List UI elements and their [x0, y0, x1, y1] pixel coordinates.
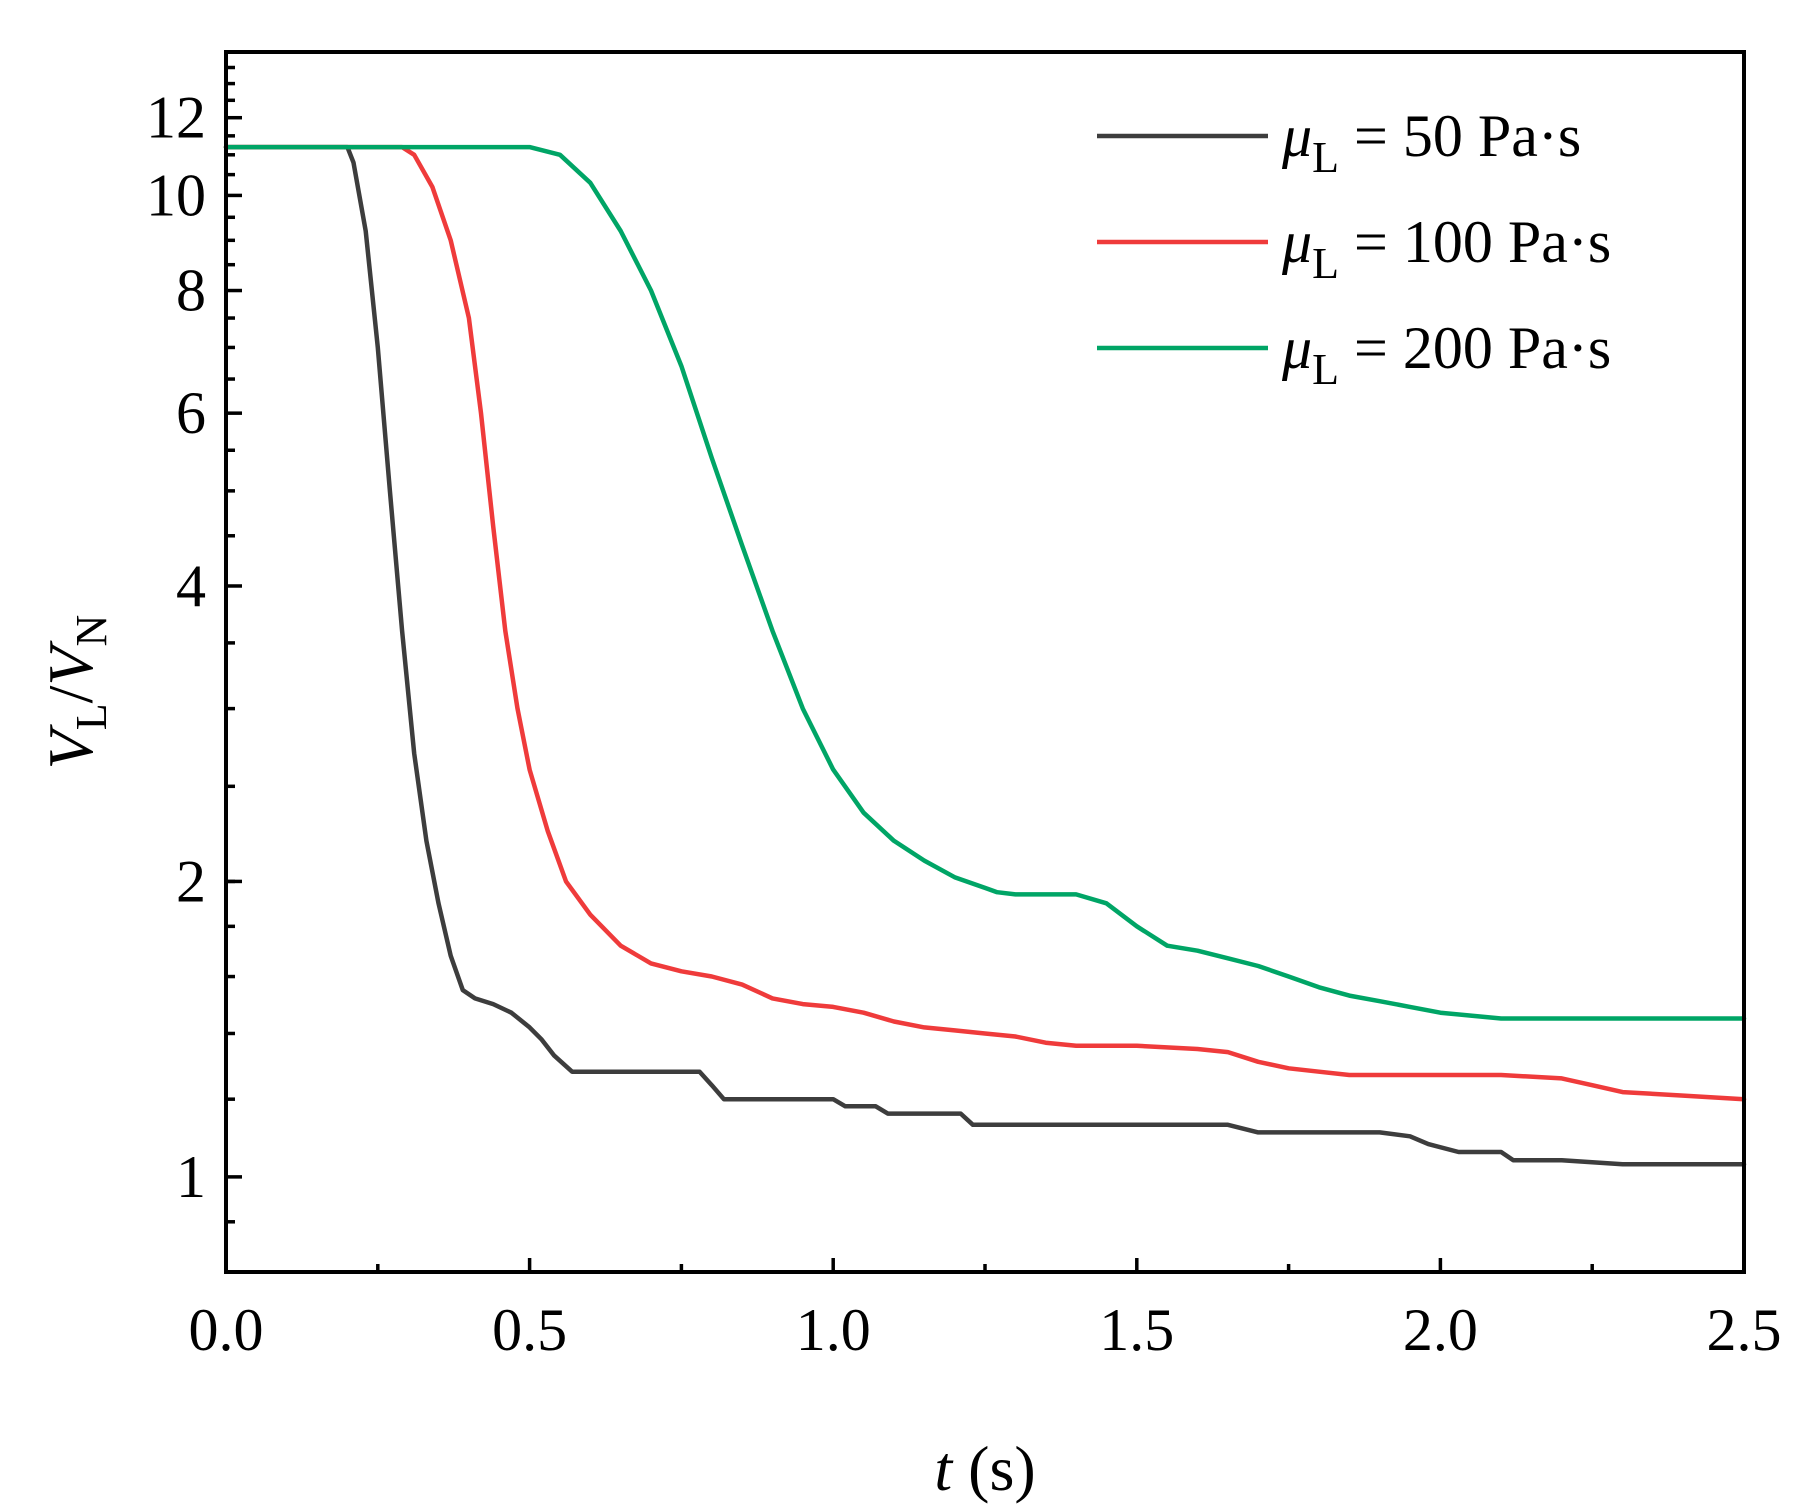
x-tick-label: 1.0: [796, 1297, 871, 1363]
y-tick-label: 6: [176, 380, 206, 446]
y-axis-separator: /: [35, 685, 106, 703]
legend-label: μL = 200 Pa·s: [1281, 315, 1611, 394]
x-tick-label: 1.5: [1099, 1297, 1174, 1363]
y-axis-title: VL/VN: [35, 615, 116, 770]
series-line-3: [223, 144, 1747, 1021]
y-axis-var-numerator: V: [35, 723, 106, 769]
ticks-layer: [224, 65, 1746, 1274]
y-tick-label: 8: [176, 258, 206, 324]
legend-item: μL = 200 Pa·s: [1097, 315, 1611, 394]
legend: μL = 50 Pa·s μL = 100 Pa·s μL = 200 Pa·s: [1097, 103, 1611, 394]
y-tick-label: 1: [176, 1144, 206, 1210]
y-axis-var-denominator: V: [35, 640, 106, 686]
y-tick-label: 12: [146, 85, 206, 151]
y-tick-label: 2: [176, 848, 206, 914]
legend-item: μL = 100 Pa·s: [1097, 209, 1611, 288]
series-line-2: [223, 144, 1747, 1102]
x-axis-variable: t: [934, 1433, 954, 1504]
legend-item: μL = 50 Pa·s: [1097, 103, 1581, 182]
y-axis-sub-denominator: N: [67, 615, 116, 647]
x-axis-title: t (s): [934, 1433, 1035, 1504]
legend-label: μL = 100 Pa·s: [1281, 209, 1611, 288]
x-tick-label: 0.5: [492, 1297, 567, 1363]
y-tick-label: 10: [146, 162, 206, 228]
x-tick-label: 2.0: [1403, 1297, 1478, 1363]
y-tick-label: 4: [176, 553, 206, 619]
x-axis-unit: (s): [952, 1433, 1036, 1504]
x-tick-label: 2.5: [1707, 1297, 1782, 1363]
series-layer: [223, 144, 1747, 1167]
y-axis-sub-numerator: L: [67, 703, 116, 730]
series-line-1: [223, 144, 1747, 1167]
x-tick-label: 0.0: [189, 1297, 264, 1363]
legend-label: μL = 50 Pa·s: [1281, 103, 1581, 182]
